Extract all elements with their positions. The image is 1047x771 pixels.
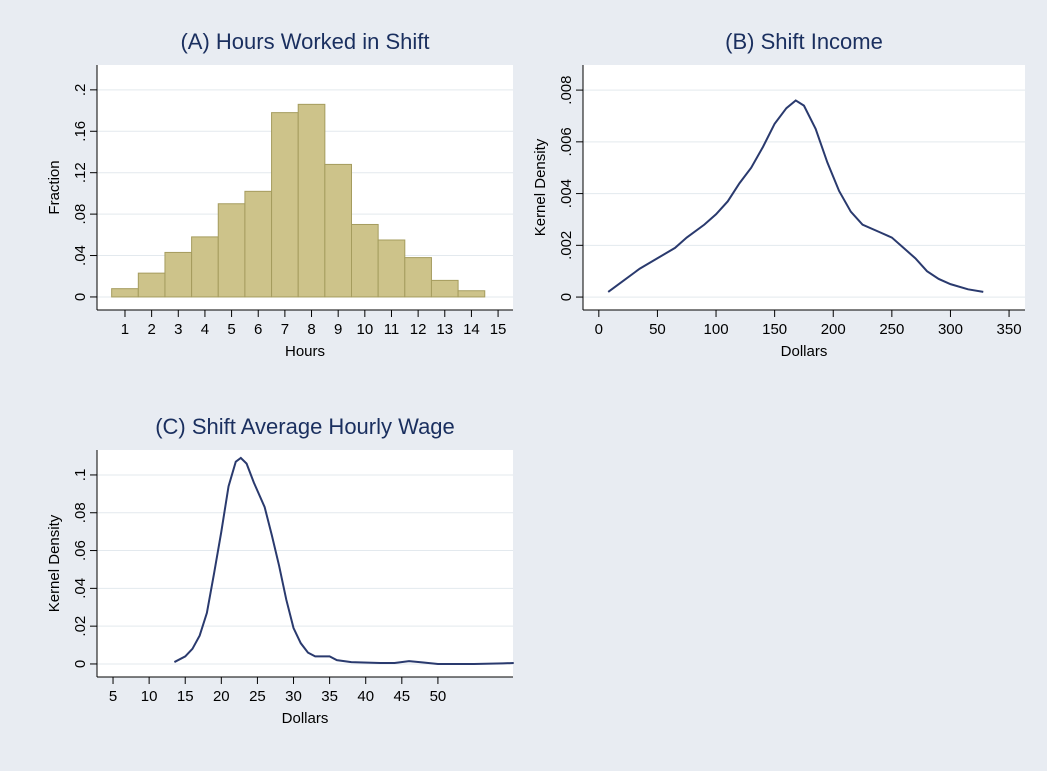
bar (137, 272, 166, 298)
x-tick-label: 20 (213, 688, 230, 705)
y-tick-label: .04 (72, 578, 89, 599)
x-tick-label: 50 (430, 688, 447, 705)
x-tick-label: 2 (147, 321, 155, 338)
x-axis-title: Dollars (781, 343, 828, 360)
bar (271, 112, 299, 298)
y-axis-title: Kernel Density (532, 138, 549, 236)
y-tick-label: .08 (72, 204, 89, 225)
x-tick-label: 250 (879, 321, 904, 338)
y-tick-label: .2 (72, 84, 89, 97)
bar (244, 190, 273, 298)
x-tick-label: 35 (321, 688, 338, 705)
x-tick-label: 12 (410, 321, 427, 338)
x-tick-label: 10 (356, 321, 373, 338)
y-tick-label: 0 (558, 293, 575, 301)
subplot: (B) Shift Income Dollars Kernel Density 0 .0… (532, 29, 1025, 360)
density-line (173, 456, 514, 665)
y-tick-label: .02 (72, 616, 89, 637)
x-tick-label: 6 (254, 321, 262, 338)
subplot: (A) Hours Worked in Shift Hours Fraction 0.… (46, 29, 513, 360)
bar (164, 251, 193, 298)
x-tick-label: 200 (821, 321, 846, 338)
y-tick-label: .08 (72, 502, 89, 523)
y-tick-label: 0 (72, 293, 89, 301)
bar (457, 290, 486, 298)
y-tick-label: .004 (558, 179, 575, 208)
x-tick-label: 15 (490, 321, 507, 338)
x-tick-label: 1 (121, 321, 129, 338)
x-tick-label: 300 (938, 321, 963, 338)
y-tick-label: 0 (72, 660, 89, 668)
x-tick-label: 14 (463, 321, 480, 338)
bar (430, 279, 459, 298)
chart-title: (A) Hours Worked in Shift (180, 29, 429, 54)
y-axis-title: Kernel Density (46, 514, 63, 612)
bar (111, 288, 139, 298)
x-tick-label: 9 (334, 321, 342, 338)
y-tick-label: .06 (72, 540, 89, 561)
x-tick-label: 10 (141, 688, 158, 705)
y-tick-label: .008 (558, 75, 575, 104)
x-tick-label: 3 (174, 321, 182, 338)
x-tick-label: 8 (307, 321, 315, 338)
x-tick-label: 40 (357, 688, 374, 705)
chart-title: (C) Shift Average Hourly Wage (155, 414, 455, 439)
y-tick-label: .006 (558, 127, 575, 156)
x-tick-label: 100 (704, 321, 729, 338)
bar (324, 163, 353, 298)
plot-area (97, 450, 513, 677)
x-axis-title: Hours (285, 343, 325, 360)
density-line (607, 99, 984, 293)
bar (217, 203, 246, 298)
chart-title: (B) Shift Income (725, 29, 883, 54)
y-tick-label: .04 (72, 245, 89, 266)
x-tick-label: 350 (997, 321, 1022, 338)
x-tick-label: 4 (201, 321, 209, 338)
x-tick-label: 25 (249, 688, 266, 705)
x-tick-label: 5 (227, 321, 235, 338)
bar (351, 223, 379, 298)
x-tick-label: 5 (109, 688, 117, 705)
plot-area (583, 65, 1025, 310)
bar (191, 236, 219, 298)
bar (404, 257, 432, 298)
x-tick-label: 150 (762, 321, 787, 338)
x-axis-title: Dollars (282, 710, 329, 727)
y-tick-label: .16 (72, 121, 89, 142)
y-tick-label: .002 (558, 231, 575, 260)
x-tick-label: 30 (285, 688, 302, 705)
x-tick-label: 15 (177, 688, 194, 705)
bar (377, 239, 406, 298)
x-tick-label: 13 (436, 321, 453, 338)
y-tick-label: .12 (72, 162, 89, 183)
x-tick-label: 11 (384, 321, 400, 338)
y-tick-label: .1 (72, 469, 89, 482)
bar (297, 103, 326, 298)
x-tick-label: 50 (649, 321, 666, 338)
x-tick-label: 45 (393, 688, 410, 705)
x-tick-label: 7 (281, 321, 289, 338)
y-axis-title: Fraction (46, 160, 63, 214)
x-tick-label: 0 (595, 321, 603, 338)
subplot: (C) Shift Average Hourly Wage Dollars Kern… (46, 414, 514, 727)
